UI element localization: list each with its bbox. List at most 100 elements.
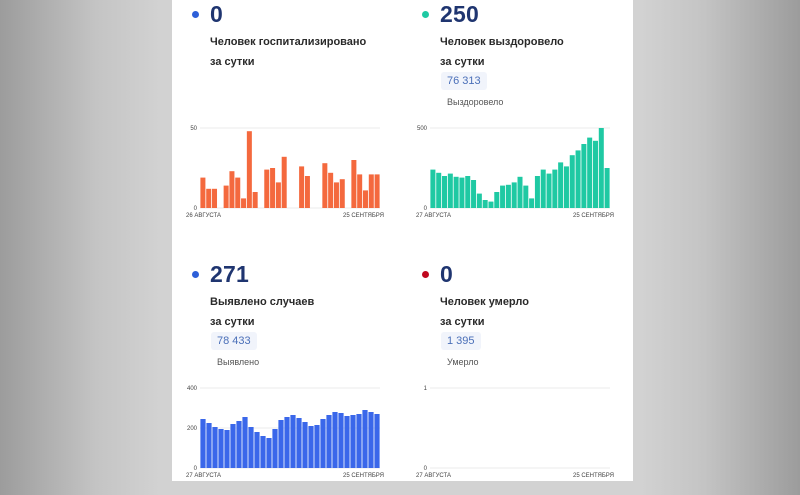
x-start-label: 27 АВГУСТА xyxy=(416,213,451,219)
x-end-label: 25 СЕНТЯБРЯ xyxy=(573,473,614,479)
recovered-bar xyxy=(592,140,598,208)
recovered-bar xyxy=(517,176,523,208)
y-tick-label: 0 xyxy=(424,466,428,472)
recovered-bar xyxy=(563,166,569,208)
recovered-bar xyxy=(529,198,535,208)
y-tick-label: 400 xyxy=(187,386,198,392)
cases-bar xyxy=(368,412,374,468)
y-tick-label: 500 xyxy=(417,126,428,132)
recovered-bar xyxy=(540,169,546,208)
recovered-bar xyxy=(511,182,517,208)
cases-bar xyxy=(206,423,212,468)
recovered-total: 76 313 xyxy=(441,72,487,90)
recovered-bar xyxy=(534,176,540,208)
hospitalized-bar xyxy=(362,190,368,208)
recovered-bar xyxy=(505,184,511,208)
recovered-bar xyxy=(523,185,529,208)
hospitalized-bar xyxy=(241,198,247,208)
hospitalized-bar xyxy=(357,174,363,208)
x-start-label: 27 АВГУСТА xyxy=(186,473,221,479)
x-end-label: 25 СЕНТЯБРЯ xyxy=(573,213,614,219)
recovered-bar xyxy=(430,169,436,208)
cases-card: 271 Выявлено случаев за сутки 78 433 Выя… xyxy=(182,260,402,495)
hospitalized-chart: 0 50 26 АВГУСТА 25 СЕНТЯБРЯ xyxy=(186,126,384,219)
hospitalized-bar xyxy=(223,185,229,208)
cases-bar xyxy=(332,412,338,468)
recovered-bar xyxy=(465,176,471,208)
cases-bar xyxy=(266,438,272,468)
hospitalized-bar xyxy=(368,174,374,208)
hospitalized-bar xyxy=(299,166,305,208)
recovered-bar xyxy=(476,193,482,208)
cases-bar xyxy=(272,429,278,468)
recovered-card: 250 Человек выздоровело за сутки 76 313 … xyxy=(412,0,632,235)
recovered-bar xyxy=(587,137,593,208)
cases-bar xyxy=(248,427,254,468)
recovered-bar xyxy=(471,180,477,208)
hospitalized-bar xyxy=(212,188,218,208)
recovered-bar xyxy=(500,185,506,208)
cases-chart: 0 200 400 27 АВГУСТА 25 СЕНТЯБРЯ xyxy=(186,386,384,479)
hospitalized-bar xyxy=(252,192,258,208)
hospitalized-label: Человек госпитализировано за сутки xyxy=(210,36,367,68)
hospitalized-value: 0 xyxy=(210,0,223,27)
x-start-label: 26 АВГУСТА xyxy=(186,213,221,219)
hospitalized-bar xyxy=(281,156,287,208)
hospitalized-bar xyxy=(322,163,328,208)
recovered-value-row: 250 xyxy=(422,0,479,28)
deaths-chart: 0 1 27 АВГУСТА 25 СЕНТЯБРЯ xyxy=(416,386,614,479)
cases-bar xyxy=(350,415,356,468)
recovered-bar xyxy=(459,177,465,208)
cases-bar xyxy=(218,429,224,468)
recovered-bar xyxy=(488,201,494,208)
recovered-bar xyxy=(442,176,448,208)
y-tick-label: 0 xyxy=(194,466,198,472)
cases-bar xyxy=(344,416,350,468)
hospitalized-bar xyxy=(275,182,281,208)
cases-bar xyxy=(296,418,302,468)
hospitalized-value-row: 0 xyxy=(192,0,223,28)
recovered-chart: 0 500 27 АВГУСТА 25 СЕНТЯБРЯ xyxy=(416,126,614,219)
cases-bar xyxy=(314,425,320,468)
recovered-bar xyxy=(436,172,442,208)
x-end-label: 25 СЕНТЯБРЯ xyxy=(343,213,384,219)
recovered-label: Человек выздоровело за сутки xyxy=(440,36,564,68)
cases-bar xyxy=(212,427,218,468)
hospitalized-bar xyxy=(246,131,252,208)
hospitalized-bar xyxy=(333,182,339,208)
cases-bar xyxy=(302,422,308,468)
deaths-dot-icon xyxy=(422,270,429,278)
hospitalized-bar xyxy=(328,172,334,208)
recovered-value: 250 xyxy=(440,0,479,27)
hospitalized-card: 0 Человек госпитализировано за сутки 0 50… xyxy=(182,0,402,235)
recovered-bar xyxy=(494,192,500,208)
cases-bar xyxy=(290,415,296,468)
hospitalized-bar xyxy=(235,177,241,208)
x-end-label: 25 СЕНТЯБРЯ xyxy=(343,473,384,479)
cases-bar xyxy=(254,432,260,468)
cases-bar xyxy=(236,421,242,468)
y-tick-label: 200 xyxy=(187,426,198,432)
stats-panel: 0 Человек госпитализировано за сутки 0 50… xyxy=(172,0,633,481)
recovered-bar xyxy=(598,128,604,208)
cases-bar xyxy=(362,410,368,468)
cases-dot-icon xyxy=(192,270,199,278)
cases-bar xyxy=(356,414,362,468)
cases-value: 271 xyxy=(210,260,249,287)
hospitalized-bar xyxy=(200,177,206,208)
deaths-value: 0 xyxy=(440,260,453,287)
recovered-bar xyxy=(546,173,552,208)
deaths-value-row: 0 xyxy=(422,260,453,288)
y-tick-label: 50 xyxy=(190,126,197,132)
recovered-bar xyxy=(552,169,558,208)
recovered-total-label: Выздоровело xyxy=(447,97,504,107)
recovered-bar xyxy=(447,173,453,208)
cases-bar xyxy=(200,419,206,468)
hospitalized-bar xyxy=(339,179,345,208)
deaths-card: 0 Человек умерло за сутки 1 395 Умерло 0… xyxy=(412,260,632,495)
recovered-dot-icon xyxy=(422,10,429,18)
x-start-label: 27 АВГУСТА xyxy=(416,473,451,479)
recovered-bar xyxy=(558,162,564,208)
recovered-bar xyxy=(575,150,581,208)
recovered-bar xyxy=(453,176,459,208)
